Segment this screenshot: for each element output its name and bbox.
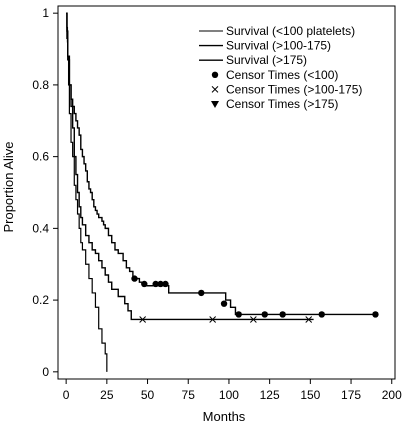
x-tick-label: 75	[182, 388, 196, 402]
legend-label: Censor Times (>100-175)	[226, 82, 362, 96]
x-tick-label: 0	[63, 388, 70, 402]
censor-x-stroke	[305, 316, 313, 323]
censor-marker-circle	[152, 280, 159, 288]
legend-item: Censor Times (>175)	[211, 97, 338, 111]
x-tick-label: 50	[141, 388, 155, 402]
censor-marker-circle	[162, 280, 169, 288]
legend-label: Censor Times (>175)	[226, 97, 338, 111]
series-line-3	[66, 12, 376, 316]
censor-marker-circle	[372, 311, 379, 318]
legend-item: Survival (>175)	[199, 53, 307, 67]
censor-marker-circle	[235, 311, 242, 318]
legend-x-swatch	[211, 86, 219, 93]
censor-marker-circle	[279, 311, 286, 318]
legend-label: Censor Times (<100)	[226, 68, 338, 82]
censor-marker-x	[139, 316, 147, 323]
x-tick-label: 150	[300, 388, 320, 402]
series-line-2	[66, 12, 314, 321]
y-tick-label: 0.4	[32, 221, 49, 235]
y-tick-label: 0.2	[32, 293, 49, 307]
censor-x-stroke	[250, 316, 257, 323]
censor-marker-circle	[198, 289, 205, 297]
x-tick-label: 100	[219, 388, 239, 402]
censor-marker-circle	[141, 280, 148, 288]
y-tick-label: 1	[42, 6, 49, 20]
censor-x-stroke	[139, 316, 147, 323]
censor-marker-circle	[157, 280, 164, 288]
censor-marker-circle	[220, 300, 228, 307]
series-line-1	[66, 12, 108, 372]
x-tick-label: 175	[341, 388, 361, 402]
censor-marker-circle	[261, 311, 268, 318]
legend-item: Censor Times (>100-175)	[211, 82, 362, 96]
legend-label: Survival (<100 platelets)	[226, 24, 355, 38]
legend-triangle-swatch	[211, 101, 219, 108]
y-axis-label: Proportion Alive	[1, 141, 16, 232]
x-axis-label: Months	[203, 409, 246, 424]
censor-x-stroke	[209, 316, 217, 323]
y-tick-label: 0.6	[32, 150, 49, 164]
censor-marker-x	[209, 316, 217, 323]
legend-item: Survival (>100-175)	[199, 39, 331, 53]
censor-marker-circle	[131, 275, 138, 282]
censor-marker-circle	[318, 311, 325, 318]
x-tick-label: 125	[260, 388, 280, 402]
censor-marker-x	[250, 316, 257, 323]
x-tick-label: 200	[382, 388, 402, 402]
plot-frame	[57, 5, 396, 380]
legend-label: Survival (>100-175)	[226, 39, 331, 53]
legend-item: Censor Times (<100)	[211, 68, 338, 82]
legend-label: Survival (>175)	[226, 53, 307, 67]
legend-circle-swatch	[211, 71, 219, 79]
y-tick-label: 0.8	[32, 78, 49, 92]
legend-item: Survival (<100 platelets)	[199, 24, 355, 38]
y-tick-label: 0	[42, 365, 49, 379]
censor-marker-x	[305, 316, 313, 323]
x-tick-label: 25	[100, 388, 114, 402]
